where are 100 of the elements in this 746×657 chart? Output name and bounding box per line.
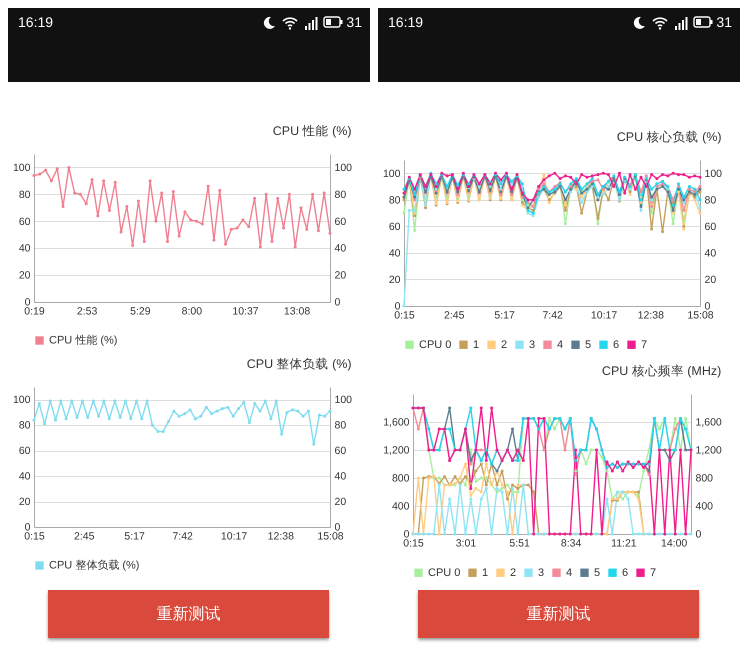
x-tick-label: 5:17 [494, 310, 515, 322]
y2-tick-label: 60 [334, 216, 346, 228]
y2-tick-label: 100 [334, 162, 352, 174]
y-tick-label: 0 [404, 528, 410, 540]
y-tick-label: 40 [388, 247, 401, 260]
x-tick-label: 13:08 [284, 306, 310, 318]
y-tick-label: 400 [392, 500, 410, 512]
chart-title: CPU 性能 (%) [272, 124, 352, 138]
y-tick-label: 800 [392, 472, 410, 484]
x-tick-label: 10:17 [590, 310, 618, 322]
y-tick-label: 40 [18, 470, 31, 483]
legend-label: 1 [473, 338, 480, 351]
y-tick-label: 20 [18, 496, 31, 508]
y-tick-label: 40 [18, 242, 31, 255]
y2-tick-label: 60 [334, 445, 346, 458]
text: 31 [716, 14, 732, 30]
y2-tick-label: 800 [696, 472, 714, 484]
legend-label: CPU 整体负载 (%) [49, 558, 140, 572]
legend-label: CPU 0 [428, 566, 460, 579]
x-tick-label: 15:08 [317, 530, 344, 542]
y-tick-label: 1,200 [383, 444, 410, 456]
x-tick-label: 15:08 [687, 310, 714, 322]
y2-tick-label: 20 [334, 270, 346, 282]
x-tick-label: 0:15 [24, 530, 45, 542]
y-tick-label: 80 [18, 188, 31, 201]
y2-tick-label: 100 [334, 394, 352, 406]
text: 16:19 [18, 14, 54, 30]
y-tick-label: 100 [12, 394, 31, 406]
chart-title: CPU 核心负载 (%) [616, 128, 722, 144]
legend-label: 2 [510, 566, 516, 579]
legend-label: 2 [501, 338, 508, 351]
chart-title: CPU 整体负载 (%) [246, 356, 352, 371]
y2-tick-label: 20 [704, 274, 716, 286]
y2-tick-label: 80 [334, 188, 346, 201]
y2-tick-label: 100 [704, 168, 722, 180]
y2-tick-label: 1,600 [696, 416, 722, 428]
y-tick-label: 0 [394, 300, 401, 312]
y2-tick-label: 1,200 [696, 444, 722, 456]
x-tick-label: 0:19 [24, 306, 45, 318]
x-tick-label: 7:42 [172, 530, 194, 542]
y2-tick-label: 80 [704, 194, 716, 206]
legend-label: 3 [538, 566, 544, 579]
x-tick-label: 11:21 [611, 538, 637, 550]
x-tick-label: 2:45 [74, 530, 95, 542]
x-tick-label: 5:17 [124, 530, 145, 542]
y-tick-label: 60 [18, 216, 31, 228]
legend-label: 1 [482, 566, 488, 579]
x-tick-label: 12:38 [638, 310, 664, 322]
legend-label: 6 [613, 338, 620, 351]
text: 31 [346, 14, 362, 30]
legend-label: CPU 性能 (%) [49, 334, 118, 346]
text: 16:19 [388, 14, 424, 30]
legend-label: 7 [650, 566, 656, 579]
x-tick-label: 7:42 [542, 310, 564, 322]
x-tick-label: 12:38 [268, 530, 294, 542]
y-tick-label: 1,600 [383, 416, 410, 428]
y2-tick-label: 40 [334, 470, 346, 483]
text: 重新测试 [48, 590, 329, 638]
legend-label: 5 [594, 566, 600, 579]
x-tick-label: 10:37 [232, 306, 259, 318]
x-tick-label: 14:00 [660, 538, 688, 550]
x-tick-label: 10:17 [220, 530, 248, 542]
x-tick-label: 3:01 [456, 538, 476, 550]
x-tick-label: 2:45 [444, 310, 465, 322]
y2-tick-label: 0 [696, 528, 702, 540]
legend-label: 5 [585, 338, 592, 351]
text: 重新测试 [418, 590, 699, 638]
y2-tick-label: 0 [334, 522, 340, 534]
legend-label: 6 [622, 566, 628, 579]
y2-tick-label: 80 [334, 420, 346, 432]
x-tick-label: 0:15 [403, 538, 424, 550]
y-tick-label: 100 [382, 168, 401, 180]
x-tick-label: 0:15 [394, 310, 415, 322]
legend-label: 3 [529, 338, 536, 351]
y-tick-label: 20 [388, 274, 401, 286]
y-tick-label: 60 [18, 445, 31, 458]
x-tick-label: 8:34 [560, 538, 582, 550]
legend-label: 4 [557, 338, 564, 351]
y2-tick-label: 20 [334, 496, 346, 508]
y-tick-label: 20 [18, 270, 31, 282]
x-tick-label: 8:00 [182, 306, 202, 318]
x-tick-label: 5:51 [509, 538, 530, 550]
y2-tick-label: 40 [704, 247, 716, 260]
chart-title: CPU 核心频率 (MHz) [602, 362, 722, 378]
y2-tick-label: 0 [334, 296, 340, 308]
y-tick-label: 60 [388, 220, 401, 233]
y-tick-label: 0 [24, 296, 31, 308]
y2-tick-label: 0 [704, 300, 710, 312]
legend-label: 7 [641, 338, 648, 351]
y-tick-label: 100 [12, 162, 31, 174]
y2-tick-label: 400 [696, 500, 714, 512]
y-tick-label: 80 [388, 194, 401, 206]
y-tick-label: 0 [24, 522, 31, 534]
x-tick-label: 5:29 [130, 306, 151, 318]
y-tick-label: 80 [18, 420, 31, 432]
x-tick-label: 2:53 [76, 306, 98, 318]
legend-label: CPU 0 [419, 338, 452, 351]
y2-tick-label: 60 [704, 220, 716, 233]
legend-label: 4 [566, 566, 572, 579]
y2-tick-label: 40 [334, 242, 346, 255]
